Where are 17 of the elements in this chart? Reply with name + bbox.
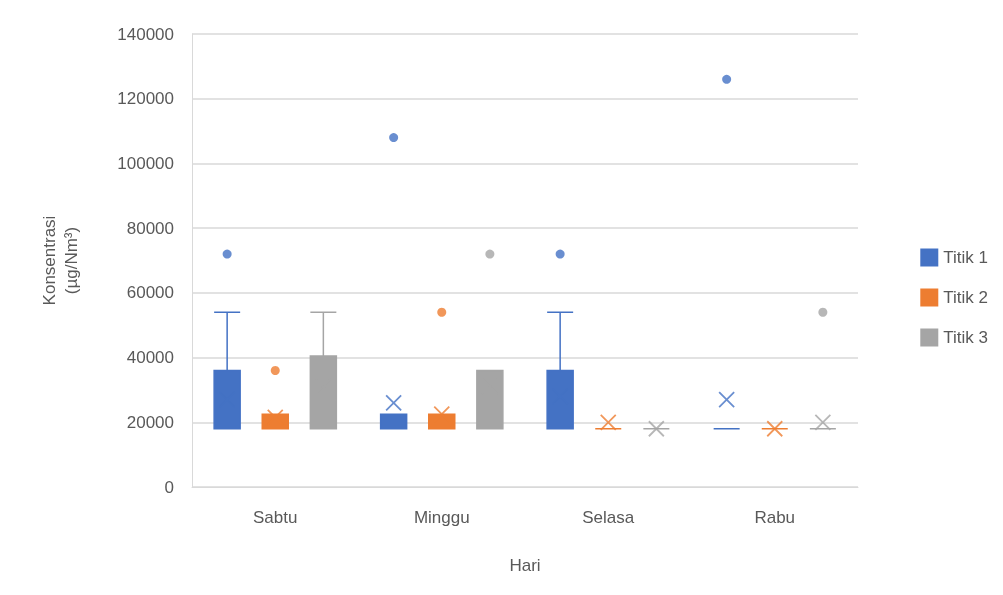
y-tick-label: 0 (164, 477, 174, 497)
y-tick-label: 120000 (117, 89, 174, 109)
y-tick-label: 60000 (126, 283, 174, 303)
y-tick-label: 100000 (117, 153, 174, 173)
x-tick-label: Sabtu (253, 508, 298, 527)
x-tick-label: Rabu (754, 508, 796, 527)
y-tick-label: 140000 (117, 24, 174, 44)
x-axis-title: Hari (509, 556, 541, 575)
y-tick-label: 20000 (126, 412, 174, 432)
legend-label: Titik 3 (943, 328, 989, 347)
legend-label: Titik 2 (943, 288, 989, 307)
x-tick-label: Minggu (413, 508, 470, 527)
y-tick-label: 40000 (126, 348, 174, 368)
y-axis-title: Konsentrasi (µg/Nm³) (39, 215, 81, 306)
legend-label: Titik 1 (943, 248, 989, 267)
x-tick-label: Selasa (582, 508, 635, 527)
y-tick-label: 80000 (126, 218, 174, 238)
